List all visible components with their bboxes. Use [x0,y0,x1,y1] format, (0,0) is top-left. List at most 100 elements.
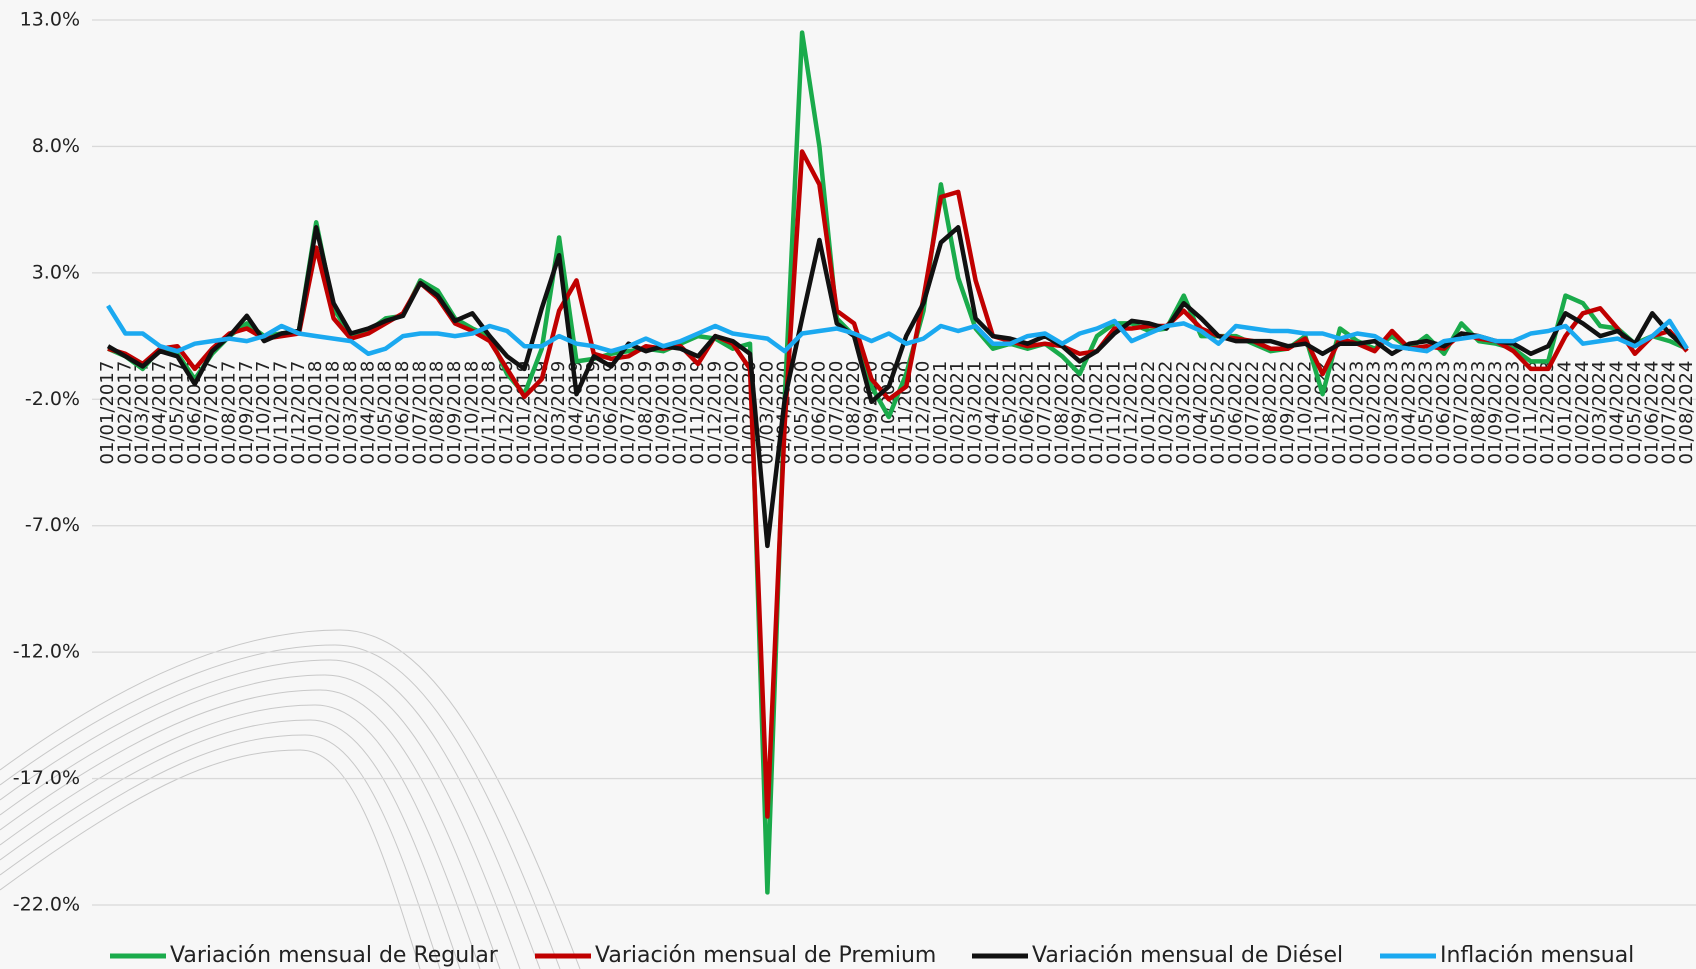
x-tick-label: 01/03/2020 [756,361,777,465]
x-tick-label: 01/02/2018 [323,361,344,465]
x-tick-label: 01/08/2023 [1468,361,1489,465]
x-tick-label: 01/03/2019 [548,361,569,465]
x-tick-label: 01/11/2019 [687,361,708,465]
x-tick-label: 01/12/2019 [704,361,725,465]
x-tick-label: 01/03/2021 [965,361,986,465]
x-tick-label: 01/12/2021 [1121,361,1142,465]
x-tick-label: 01/03/2017 [132,361,153,465]
x-tick-label: 01/12/2017 [288,361,309,465]
x-tick-label: 01/05/2021 [999,361,1020,465]
x-tick-label: 01/06/2021 [1017,361,1038,465]
series-line [107,149,1689,819]
x-tick-label: 01/06/2020 [808,361,829,465]
x-tick-label: 01/04/2023 [1398,361,1419,465]
y-tick-label: -7.0% [25,514,80,536]
x-tick-label: 01/02/2022 [1155,361,1176,465]
x-tick-label: 01/07/2022 [1242,361,1263,465]
x-tick-label: 01/09/2022 [1277,361,1298,465]
x-tick-label: 01/01/2018 [305,361,326,465]
legend-label: Inflación mensual [1440,943,1634,968]
x-tick-label: 01/10/2018 [461,361,482,465]
x-tick-label: 01/08/2020 [843,361,864,465]
x-tick-label: 01/08/2017 [218,361,239,465]
legend-item: Inflación mensual [1380,943,1634,968]
x-tick-label: 01/05/2019 [583,361,604,465]
x-tick-label: 01/02/2021 [947,361,968,465]
x-tick-label: 01/10/2017 [253,361,274,465]
x-tick-label: 01/04/2017 [149,361,170,465]
y-tick-label: 8.0% [32,135,80,157]
x-tick-label: 01/02/2017 [114,361,135,465]
x-tick-label: 01/12/2022 [1329,361,1350,465]
x-tick-label: 01/09/2017 [236,361,257,465]
legend-label: Variación mensual de Diésel [1032,943,1343,968]
x-tick-label: 01/12/2020 [913,361,934,465]
x-tick-label: 01/10/2022 [1294,361,1315,465]
x-tick-label: 01/06/2019 [600,361,621,465]
x-tick-label: 01/12/2018 [496,361,517,465]
legend-item: Variación mensual de Premium [535,943,936,968]
x-tick-label: 01/05/2020 [791,361,812,465]
series-line [106,304,1689,357]
x-tick-label: 01/01/2024 [1555,361,1576,465]
x-tick-label: 01/07/2017 [201,361,222,465]
y-tick-label: -12.0% [13,641,80,663]
x-tick-label: 01/01/2022 [1138,361,1159,465]
y-tick-label: 3.0% [32,261,80,283]
x-tick-label: 01/03/2023 [1381,361,1402,465]
x-tick-label: 01/09/2021 [1069,361,1090,465]
x-tick-label: 01/06/2024 [1641,361,1662,465]
y-tick-label: 13.0% [20,9,80,31]
x-tick-label: 01/11/2018 [479,361,500,465]
x-tick-label: 01/01/2023 [1346,361,1367,465]
x-tick-label: 01/01/2017 [97,361,118,465]
x-tick-label: 01/07/2018 [409,361,430,465]
x-tick-label: 01/06/2017 [184,361,205,465]
x-tick-label: 01/04/2022 [1190,361,1211,465]
x-tick-label: 01/12/2023 [1537,361,1558,465]
x-tick-label: 01/06/2018 [392,361,413,465]
x-tick-label: 01/07/2020 [826,361,847,465]
legend-label: Variación mensual de Premium [595,943,936,968]
x-tick-label: 01/08/2018 [427,361,448,465]
x-tick-label: 01/04/2018 [357,361,378,465]
x-tick-label: 01/06/2023 [1433,361,1454,465]
x-tick-label: 01/04/2021 [982,361,1003,465]
y-tick-label: -22.0% [13,894,80,916]
x-tick-label: 01/03/2024 [1589,361,1610,465]
x-tick-label: 01/07/2024 [1659,361,1680,465]
x-tick-label: 01/01/2021 [930,361,951,465]
y-tick-label: -17.0% [13,767,80,789]
legend-label: Variación mensual de Regular [170,943,499,968]
x-tick-label: 01/11/2021 [1103,361,1124,465]
x-tick-label: 01/05/2018 [375,361,396,465]
x-tick-label: 01/08/2019 [635,361,656,465]
x-tick-label: 01/04/2024 [1607,361,1628,465]
legend-item: Variación mensual de Diésel [972,943,1343,968]
x-tick-label: 01/02/2024 [1572,361,1593,465]
x-tick-label: 01/02/2023 [1364,361,1385,465]
x-tick-label: 01/05/2023 [1416,361,1437,465]
x-tick-label: 01/09/2018 [444,361,465,465]
x-tick-label: 01/01/2020 [722,361,743,465]
x-tick-label: 01/03/2018 [340,361,361,465]
y-tick-label: -2.0% [25,388,80,410]
x-tick-label: 01/08/2022 [1260,361,1281,465]
x-tick-label: 01/10/2023 [1502,361,1523,465]
x-tick-label: 01/07/2021 [1034,361,1055,465]
x-tick-label: 01/09/2023 [1485,361,1506,465]
x-tick-label: 01/08/2021 [1051,361,1072,465]
x-tick-label: 01/05/2022 [1208,361,1229,465]
x-tick-label: 01/11/2017 [271,361,292,465]
x-tick-label: 01/07/2019 [618,361,639,465]
x-tick-label: 01/05/2017 [166,361,187,465]
x-tick-label: 01/05/2024 [1624,361,1645,465]
x-tick-label: 01/06/2022 [1225,361,1246,465]
x-tick-label: 01/07/2023 [1450,361,1471,465]
x-tick-label: 01/10/2021 [1086,361,1107,465]
x-tick-label: 01/09/2019 [652,361,673,465]
x-tick-label: 01/11/2023 [1520,361,1541,465]
x-tick-label: 01/08/2024 [1676,361,1696,465]
x-tick-label: 01/03/2022 [1173,361,1194,465]
